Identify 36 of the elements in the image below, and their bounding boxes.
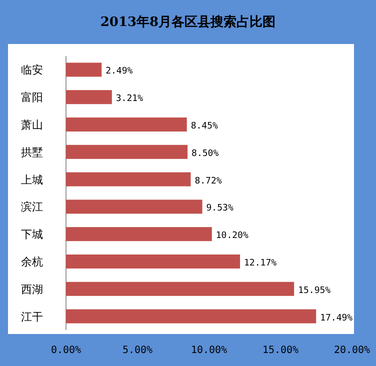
y-tick-label: 下城 — [21, 228, 43, 242]
bar — [66, 200, 202, 214]
x-tick-label: 0.00% — [50, 345, 82, 356]
bar — [66, 254, 240, 268]
bar — [66, 144, 188, 159]
x-tick-label: 10.00% — [190, 345, 228, 356]
data-label: 8.72% — [194, 176, 222, 186]
data-label: 8.50% — [192, 148, 220, 159]
data-label: 12.17% — [244, 258, 278, 268]
bar — [66, 62, 102, 77]
bar — [66, 172, 191, 186]
data-label: 2.49% — [106, 66, 134, 77]
y-tick-label: 拱墅 — [21, 146, 43, 159]
x-tick-label: 5.00% — [122, 345, 153, 356]
data-label: 10.20% — [216, 231, 249, 242]
y-tick-label: 临安 — [21, 64, 43, 77]
bar — [66, 309, 316, 324]
y-tick-label: 西湖 — [21, 282, 43, 296]
data-label: 8.45% — [190, 122, 219, 132]
data-label: 9.53% — [206, 204, 234, 214]
y-tick-label: 余杭 — [21, 256, 43, 268]
y-tick-label: 上城 — [21, 173, 43, 186]
y-tick-label: 滨江 — [21, 200, 43, 214]
data-label: 3.21% — [116, 94, 144, 104]
y-tick-label: 萧山 — [21, 118, 43, 132]
x-tick-label: 15.00% — [262, 345, 299, 356]
y-tick-label: 江干 — [21, 310, 43, 324]
bar — [66, 282, 294, 296]
bar — [66, 227, 212, 242]
bar — [66, 90, 112, 104]
data-label: 15.95% — [298, 286, 332, 296]
chart-title: 2013年8月各区县搜索占比图 — [100, 14, 276, 30]
x-tick-label: 20.00% — [334, 345, 370, 356]
data-label: 17.49% — [320, 313, 354, 324]
y-tick-label: 富阳 — [21, 91, 43, 104]
bar — [66, 118, 187, 132]
